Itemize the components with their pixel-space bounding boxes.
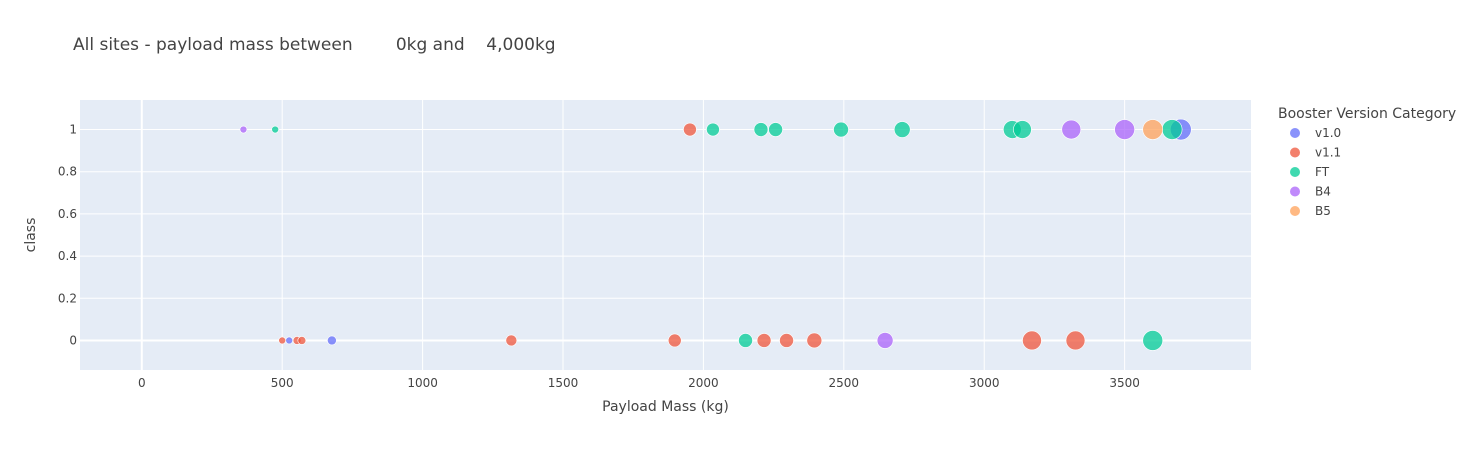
x-tick-label: 0 — [138, 376, 146, 390]
legend-item-ft[interactable]: FT — [1290, 165, 1330, 179]
data-point-ft[interactable] — [738, 333, 753, 348]
data-point-ft[interactable] — [893, 121, 911, 138]
grid-lines — [80, 100, 1251, 370]
legend-label: B5 — [1315, 204, 1331, 218]
legend-label: B4 — [1315, 185, 1331, 199]
x-tick-label: 2500 — [829, 376, 860, 390]
y-tick-label: 0.8 — [58, 165, 77, 179]
data-point-v1-1[interactable] — [683, 122, 697, 137]
data-point-ft[interactable] — [753, 122, 769, 137]
y-tick-label: 0.2 — [58, 291, 77, 305]
legend[interactable]: Booster Version Category v1.0 v1.1 FT B4 B5 — [1278, 106, 1456, 218]
x-tick-label: 1500 — [548, 376, 579, 390]
x-tick-label: 3500 — [1109, 376, 1140, 390]
data-point-ft[interactable] — [833, 121, 849, 138]
legend-marker — [1290, 206, 1300, 216]
y-tick-label: 0.4 — [58, 249, 77, 263]
legend-marker — [1290, 186, 1300, 197]
legend-item-v1-1[interactable]: v1.1 — [1290, 146, 1341, 160]
data-point-v1-0[interactable] — [285, 336, 294, 345]
y-tick-labels: 0 0.2 0.4 0.6 0.8 1 — [58, 123, 77, 348]
data-point-ft[interactable] — [706, 122, 720, 137]
data-point-b4[interactable] — [876, 332, 894, 349]
plot-background — [80, 100, 1251, 370]
x-axis-title: Payload Mass (kg) — [602, 399, 729, 415]
legend-label: FT — [1315, 165, 1330, 179]
data-point-v1-1[interactable] — [278, 336, 286, 345]
data-point-b4[interactable] — [239, 125, 248, 134]
x-tick-label: 500 — [271, 376, 294, 390]
data-point-v1-1[interactable] — [1022, 330, 1042, 351]
legend-item-b4[interactable]: B4 — [1290, 185, 1331, 199]
legend-marker — [1290, 128, 1300, 138]
y-tick-label: 1 — [69, 123, 77, 137]
data-point-b5[interactable] — [1142, 119, 1164, 140]
y-tick-label: 0.6 — [58, 207, 77, 221]
legend-item-b5[interactable]: B5 — [1290, 204, 1331, 218]
data-points — [239, 118, 1192, 351]
data-point-v1-0[interactable] — [327, 335, 337, 346]
data-point-v1-1[interactable] — [505, 334, 518, 347]
x-tick-labels: 0 500 1000 1500 2000 2500 3000 3500 — [138, 376, 1140, 390]
legend-item-v1-0[interactable]: v1.0 — [1290, 126, 1341, 140]
data-point-v1-1[interactable] — [806, 332, 823, 349]
data-point-ft[interactable] — [1161, 119, 1183, 140]
data-point-v1-1[interactable] — [756, 333, 772, 348]
x-tick-label: 1000 — [407, 376, 438, 390]
legend-title: Booster Version Category — [1278, 106, 1456, 122]
data-point-ft[interactable] — [768, 122, 783, 137]
chart-title: All sites - payload mass between 0kg and… — [73, 35, 556, 55]
y-tick-label: 0 — [69, 333, 77, 347]
data-point-v1-1[interactable] — [1065, 330, 1086, 351]
data-point-ft[interactable] — [271, 125, 279, 134]
data-point-b4[interactable] — [1061, 119, 1082, 140]
y-axis-title: class — [23, 218, 39, 253]
data-point-v1-1[interactable] — [667, 333, 682, 348]
data-point-v1-1[interactable] — [779, 333, 794, 348]
data-point-b4[interactable] — [1114, 119, 1135, 140]
x-tick-label: 2000 — [688, 376, 719, 390]
legend-marker — [1290, 167, 1300, 177]
legend-label: v1.0 — [1315, 126, 1341, 140]
data-point-v1-1[interactable] — [297, 336, 307, 345]
data-point-ft[interactable] — [1142, 330, 1164, 351]
legend-label: v1.1 — [1315, 146, 1341, 160]
x-tick-label: 3000 — [969, 376, 1000, 390]
legend-marker — [1290, 147, 1300, 158]
data-point-ft[interactable] — [1013, 120, 1032, 139]
